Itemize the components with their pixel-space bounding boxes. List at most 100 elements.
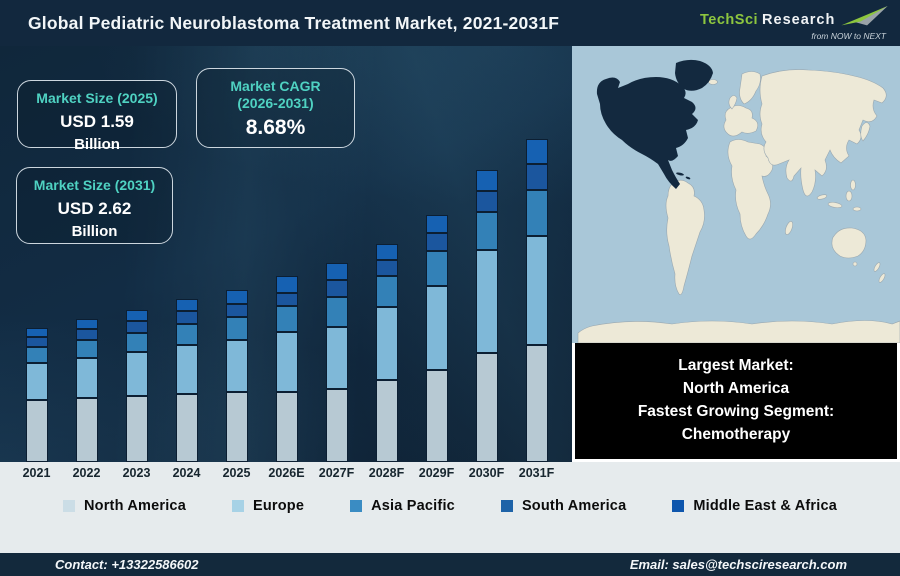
bar-segment-middle-east-africa <box>175 299 198 311</box>
bar-segment-south-america <box>225 304 248 317</box>
badge-title: Market CAGR <box>230 78 321 94</box>
legend-item-south-america: South America <box>500 498 627 514</box>
map-japan <box>860 122 871 142</box>
bar-segment-asia-pacific <box>375 276 398 307</box>
bar-segment-middle-east-africa <box>125 310 148 321</box>
badge-unit: Billion <box>71 223 118 240</box>
bar-2022 <box>75 319 98 462</box>
bar-2028F <box>375 244 398 462</box>
bar-2031F <box>525 139 548 462</box>
map-new-zealand <box>878 273 886 283</box>
world-map <box>572 46 900 343</box>
map-europe <box>723 105 759 137</box>
map-iceland <box>708 79 718 85</box>
legend-item-middle-east-africa: Middle East & Africa <box>672 498 837 514</box>
chart-panel: Market Size (2025) USD 1.59 Billion Mark… <box>0 46 572 462</box>
map-antarctica <box>577 320 900 343</box>
bar-segment-middle-east-africa <box>75 319 98 329</box>
bar-segment-europe <box>325 327 348 389</box>
bar-segment-middle-east-africa <box>375 244 398 260</box>
badge-unit: Billion <box>74 136 120 153</box>
contact-phone: Contact: +13322586602 <box>55 557 199 572</box>
bar-segment-south-america <box>325 280 348 297</box>
logo-arrow-icon <box>841 6 888 26</box>
bar-segment-asia-pacific <box>125 333 148 352</box>
map-scandinavia <box>739 71 761 105</box>
bar-segment-north-america <box>75 398 98 462</box>
badge-title: Market Size (2025) <box>36 90 158 106</box>
x-axis-label-2024: 2024 <box>172 466 201 480</box>
bar-segment-asia-pacific <box>275 306 298 332</box>
map-tasmania <box>852 261 858 267</box>
badge-value: USD 1.59 <box>60 112 134 131</box>
market-size-2031-badge: Market Size (2031) USD 2.62 Billion <box>16 167 173 244</box>
map-south-america <box>665 179 705 295</box>
legend-swatch-icon <box>231 500 244 512</box>
badge-value: USD 2.62 <box>57 199 132 218</box>
info-box-line-4: Chemotherapy <box>681 426 791 443</box>
bar-segment-europe <box>275 332 298 392</box>
bar-segment-south-america <box>525 164 548 190</box>
bar-2027F <box>325 263 348 462</box>
contact-email: Email: sales@techsciresearch.com <box>629 557 847 572</box>
x-axis-label-2031F: 2031F <box>518 466 555 480</box>
bar-segment-north-america <box>425 370 448 462</box>
bar-segment-south-america <box>375 260 398 276</box>
bar-segment-europe <box>125 352 148 396</box>
bar-segment-asia-pacific <box>75 340 98 358</box>
x-axis-label-2022: 2022 <box>72 466 101 480</box>
bar-2029F <box>425 215 448 462</box>
map-island <box>852 206 862 212</box>
map-north-america-highlight <box>596 77 698 189</box>
map-madagascar <box>785 221 793 235</box>
map-philippines <box>850 179 856 191</box>
world-map-panel <box>572 46 900 343</box>
map-caribbean-highlight <box>676 172 684 176</box>
legend-label: Middle East & Africa <box>693 498 837 514</box>
bar-segment-north-america <box>325 389 348 462</box>
bar-segment-europe <box>225 340 248 392</box>
logo-brand-secondary: Research <box>762 12 836 28</box>
map-asia <box>759 69 887 197</box>
info-box-line-1: Largest Market: <box>678 357 794 374</box>
map-island <box>845 190 853 202</box>
legend-label: South America <box>521 498 627 514</box>
bar-segment-europe <box>75 358 98 398</box>
bar-segment-south-america <box>425 233 448 251</box>
market-size-2025-badge: Market Size (2025) USD 1.59 Billion <box>17 80 177 153</box>
bar-segment-asia-pacific <box>425 251 448 286</box>
market-cagr-badge: Market CAGR (2026-2031) 8.68% <box>196 68 355 148</box>
bar-2023 <box>125 310 148 462</box>
legend-item-europe: Europe <box>231 498 305 514</box>
bar-segment-asia-pacific <box>475 212 498 250</box>
bar-segment-south-america <box>25 337 48 347</box>
bar-2021 <box>25 328 48 462</box>
legend-label: North America <box>83 498 186 514</box>
bar-segment-middle-east-africa <box>475 170 498 191</box>
chart-legend: North America Europe Asia Pacific South Ame… <box>0 498 900 514</box>
bar-segment-south-america <box>275 293 298 306</box>
badge-title-line2: (2026-2031) <box>237 95 314 111</box>
info-box-line-2: North America <box>682 380 790 397</box>
bar-segment-south-america <box>125 321 148 333</box>
bar-2026E <box>275 276 298 462</box>
bar-segment-middle-east-africa <box>425 215 448 233</box>
bar-segment-asia-pacific <box>225 317 248 340</box>
x-axis-label-2021: 2021 <box>22 466 51 480</box>
bar-segment-middle-east-africa <box>325 263 348 280</box>
map-africa <box>727 139 774 240</box>
bar-segment-north-america <box>25 400 48 462</box>
legend-label: Europe <box>252 498 305 514</box>
bar-segment-north-america <box>475 353 498 462</box>
bar-segment-north-america <box>175 394 198 462</box>
bar-2024 <box>175 299 198 462</box>
map-island <box>827 201 843 209</box>
bar-2030F <box>475 170 498 462</box>
x-axis-label-2026E: 2026E <box>268 466 305 480</box>
bar-segment-europe <box>25 363 48 400</box>
legend-swatch-icon <box>672 500 685 512</box>
bar-segment-north-america <box>275 392 298 462</box>
legend-item-north-america: North America <box>62 498 186 514</box>
map-uk <box>728 95 738 110</box>
